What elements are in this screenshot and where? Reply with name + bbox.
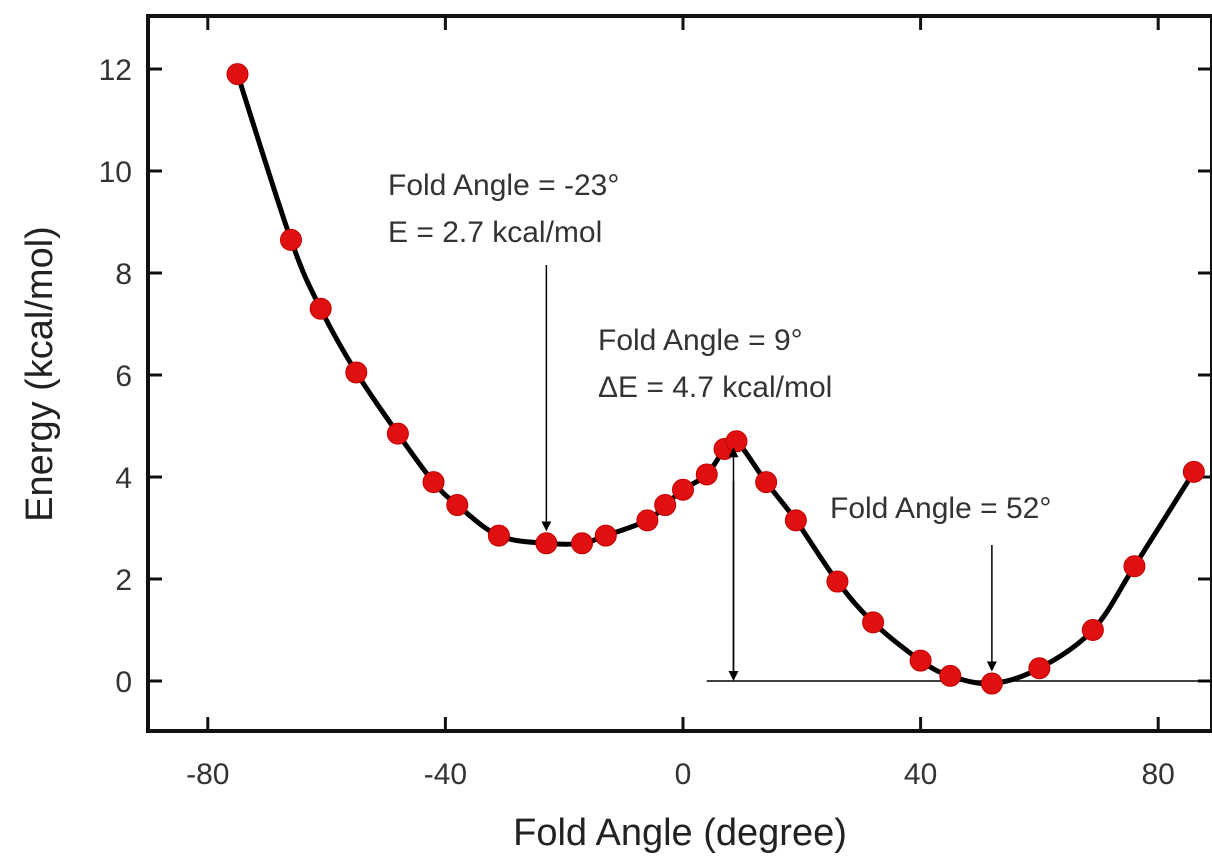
y-tick-label-0: 0	[115, 666, 132, 699]
x-tick-label-3: 40	[904, 758, 937, 791]
data-point-11	[636, 509, 659, 532]
annotation-minimum-1-line-2: E = 2.7 kcal/mol	[388, 216, 602, 249]
data-point-13	[672, 478, 694, 501]
y-tick-label-4: 8	[115, 258, 132, 291]
y-tick-label-1: 2	[115, 564, 132, 597]
data-point-18	[784, 509, 807, 532]
data-point-19	[826, 570, 849, 593]
annotation-barrier-line-1: Fold Angle = 9°	[598, 324, 803, 357]
annotation-minimum-2-line-1: Fold Angle = 52°	[830, 492, 1051, 525]
x-tick-label-0: -80	[186, 758, 229, 791]
data-point-22	[939, 664, 962, 687]
data-point-7	[487, 524, 510, 547]
x-tick-label-4: 80	[1142, 758, 1175, 791]
y-tick-label-5: 10	[99, 156, 132, 189]
annotation-minimum-1-line-1: Fold Angle = -23°	[388, 169, 619, 202]
data-point-16	[725, 430, 748, 453]
data-point-2	[309, 297, 332, 320]
y-tick-label-6: 12	[99, 54, 132, 87]
data-points	[226, 63, 1205, 695]
data-point-6	[446, 494, 469, 517]
data-point-25	[1081, 619, 1104, 641]
data-point-14	[695, 463, 718, 486]
annotation-minimum-1: Fold Angle = -23° E = 2.7 kcal/mol	[388, 169, 619, 532]
data-point-20	[862, 611, 885, 634]
data-point-8	[535, 532, 558, 555]
data-point-21	[909, 649, 932, 672]
annotation-barrier-line-2: ΔE = 4.7 kcal/mol	[598, 371, 832, 404]
data-point-4	[386, 422, 409, 445]
x-tick-label-1: -40	[424, 758, 467, 791]
tick-labels: -80 -40 0 40 80 0 2 4 6 8 10 12	[99, 54, 1175, 791]
x-axis-title: Fold Angle (degree)	[513, 812, 847, 854]
data-point-27	[1182, 460, 1205, 483]
data-point-0	[226, 63, 249, 86]
annotation-barrier: Fold Angle = 9° ΔE = 4.7 kcal/mol	[598, 324, 832, 681]
x-tick-label-2: 0	[675, 758, 692, 791]
y-axis-title: Energy (kcal/mol)	[19, 226, 61, 522]
data-point-1	[279, 228, 302, 251]
data-point-24	[1028, 657, 1051, 680]
data-point-12	[654, 494, 677, 517]
data-point-23	[980, 672, 1003, 695]
y-tick-label-2: 4	[115, 462, 132, 495]
annotation-minimum-2: Fold Angle = 52°	[830, 492, 1051, 672]
y-tick-label-3: 6	[115, 360, 132, 393]
data-point-9	[571, 532, 594, 555]
data-point-10	[594, 524, 617, 547]
data-point-26	[1123, 555, 1146, 578]
data-point-17	[755, 471, 778, 494]
data-point-3	[345, 361, 368, 384]
data-point-5	[422, 471, 445, 494]
